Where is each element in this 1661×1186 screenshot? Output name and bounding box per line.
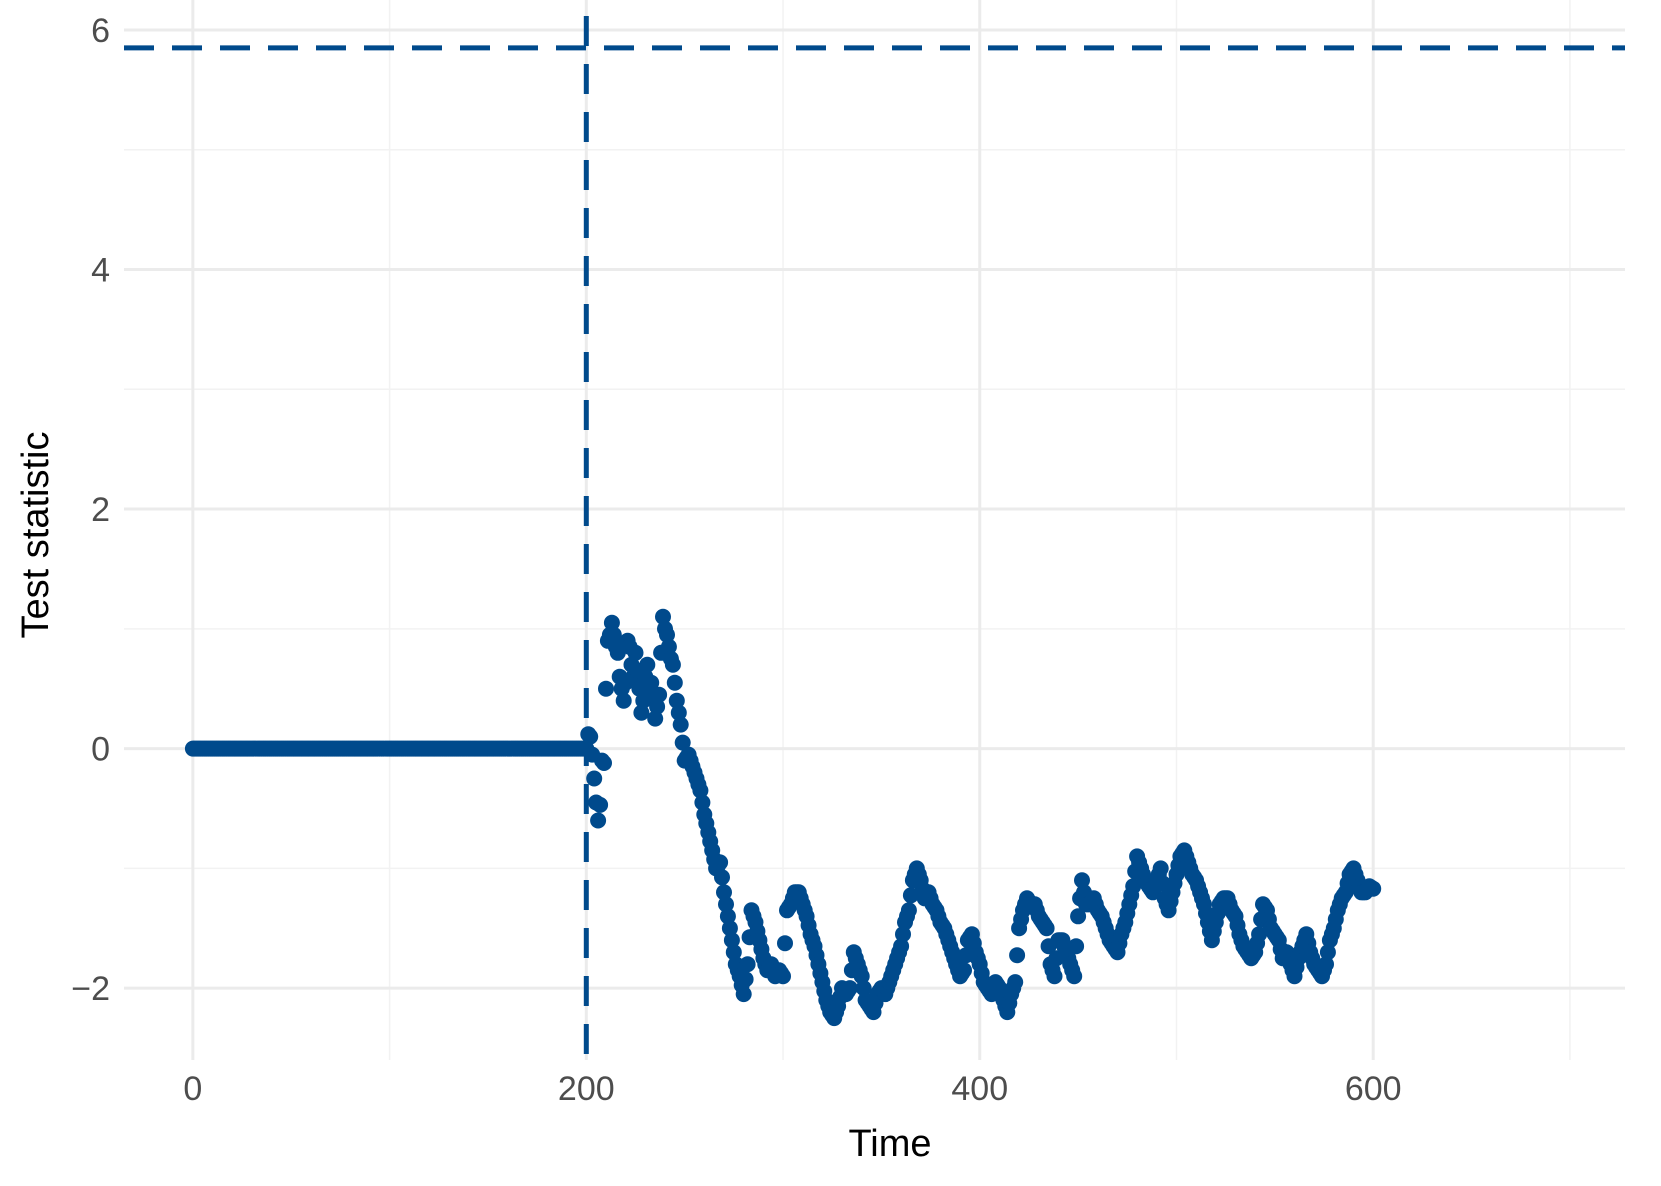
data-point xyxy=(639,656,656,673)
data-point xyxy=(893,938,910,955)
y-tick-label: −2 xyxy=(71,970,110,1008)
data-point xyxy=(592,796,609,813)
data-point xyxy=(1070,908,1087,925)
y-axis-tick-labels: −2 0 2 4 6 xyxy=(71,12,110,1008)
data-point xyxy=(725,944,742,961)
data-point xyxy=(716,884,732,901)
data-point xyxy=(1068,938,1085,955)
data-point xyxy=(633,704,650,721)
data-point xyxy=(651,686,668,703)
data-point xyxy=(649,698,666,715)
x-tick-label: 600 xyxy=(1345,1070,1402,1108)
data-point xyxy=(735,986,752,1003)
data-point xyxy=(1009,947,1026,964)
data-point xyxy=(714,869,730,886)
x-tick-label: 200 xyxy=(558,1070,615,1108)
data-point xyxy=(718,896,734,913)
data-point xyxy=(712,854,729,871)
x-axis-title: Time xyxy=(848,1123,931,1165)
data-point xyxy=(956,962,972,979)
data-point xyxy=(719,908,736,925)
data-point xyxy=(668,692,685,709)
data-point xyxy=(853,968,870,985)
data-point xyxy=(1066,968,1083,985)
data-point xyxy=(664,656,681,673)
y-tick-label: 6 xyxy=(91,12,110,50)
data-point xyxy=(615,692,632,709)
data-point xyxy=(737,971,754,988)
data-point xyxy=(627,644,644,661)
data-point xyxy=(1046,968,1063,985)
data-point xyxy=(609,644,626,661)
data-point xyxy=(900,902,917,919)
data-point xyxy=(643,674,660,691)
data-point xyxy=(1319,944,1336,961)
data-point xyxy=(655,608,671,625)
data-points xyxy=(184,608,1382,1027)
x-axis-tick-labels: 0 200 400 600 xyxy=(183,1070,1401,1108)
data-point xyxy=(1365,880,1382,897)
data-point xyxy=(674,734,691,751)
data-point xyxy=(692,782,709,799)
data-point xyxy=(902,887,919,904)
data-point xyxy=(647,710,664,727)
data-point xyxy=(582,728,599,745)
x-tick-label: 400 xyxy=(951,1070,1008,1108)
data-point xyxy=(1318,956,1334,973)
data-point xyxy=(739,956,756,973)
data-point xyxy=(1125,878,1142,895)
data-point xyxy=(694,794,711,811)
y-tick-label: 4 xyxy=(91,251,110,289)
data-point xyxy=(777,935,793,952)
data-point xyxy=(605,626,622,643)
data-point xyxy=(666,674,683,691)
data-point xyxy=(1152,860,1169,877)
reference-lines xyxy=(124,16,1625,1060)
data-point xyxy=(841,980,858,997)
data-point xyxy=(586,770,603,787)
y-axis-title: Test statistic xyxy=(15,432,57,639)
data-point xyxy=(895,926,911,943)
data-point xyxy=(1007,974,1024,991)
data-point xyxy=(1251,926,1268,943)
data-point xyxy=(1074,872,1090,889)
data-point xyxy=(598,680,614,697)
x-tick-label: 0 xyxy=(183,1070,202,1108)
data-point xyxy=(603,614,620,631)
minor-gridlines xyxy=(124,0,1625,1060)
data-point xyxy=(723,932,740,949)
data-point xyxy=(721,920,738,937)
data-point xyxy=(596,755,612,771)
data-point xyxy=(855,980,872,997)
data-point xyxy=(670,704,687,721)
data-point xyxy=(672,716,689,733)
data-point xyxy=(660,638,677,655)
y-tick-label: 2 xyxy=(91,491,110,529)
data-point xyxy=(1038,920,1055,937)
data-point xyxy=(775,968,791,985)
data-point xyxy=(590,812,607,829)
y-tick-label: 0 xyxy=(91,731,110,769)
data-point xyxy=(659,626,675,643)
